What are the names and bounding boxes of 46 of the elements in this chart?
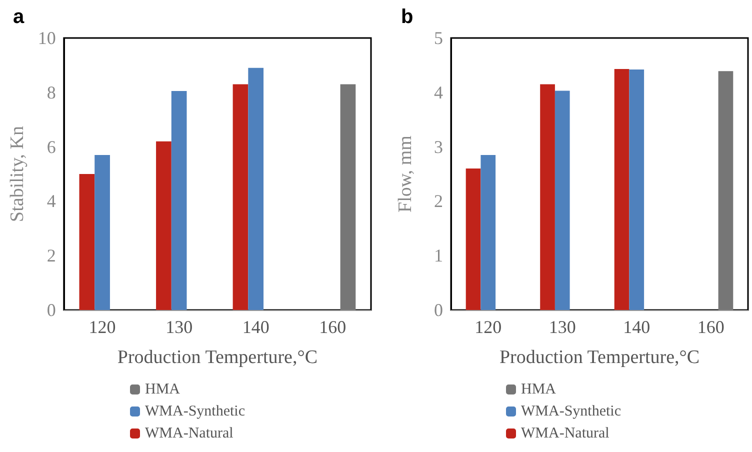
legend-label: WMA-Synthetic: [521, 404, 622, 420]
x-axis-title: Production Temperture,°C: [499, 347, 700, 368]
bar: [629, 70, 644, 310]
y-tick-label: 0: [434, 300, 443, 320]
bar: [466, 168, 481, 310]
bar: [248, 68, 264, 310]
y-axis-title: Flow, mm: [395, 135, 416, 212]
x-tick-label: 130: [548, 317, 576, 337]
x-tick-label: 120: [88, 317, 116, 337]
x-tick-label: 120: [474, 317, 502, 337]
y-tick-label: 5: [434, 28, 443, 48]
bar: [718, 71, 734, 310]
legend-label: HMA: [521, 382, 556, 398]
y-tick-label: 4: [434, 82, 443, 102]
legend-label: WMA-Natural: [145, 426, 234, 442]
bar: [480, 154, 496, 310]
x-tick-label: 140: [623, 317, 650, 337]
y-tick-label: 2: [46, 246, 56, 266]
chart-title: a: [13, 6, 25, 28]
bar: [79, 174, 95, 310]
y-tick-label: 1: [434, 246, 443, 266]
y-tick-label: 0: [46, 300, 56, 320]
x-tick-label: 160: [319, 317, 346, 337]
bar: [554, 90, 570, 310]
x-tick-label: 130: [166, 317, 193, 337]
x-axis-title: Production Temperture,°C: [117, 347, 318, 368]
legend-label: HMA: [145, 382, 180, 398]
bar: [540, 84, 555, 310]
bar: [94, 154, 110, 310]
bar: [156, 141, 172, 310]
y-tick-label: 4: [46, 191, 56, 212]
y-tick-label: 6: [46, 136, 56, 157]
x-tick-label: 160: [697, 317, 724, 337]
y-axis-title: Stability, Kn: [7, 126, 28, 222]
chart-title: b: [401, 6, 414, 28]
y-tick-label: 8: [46, 82, 56, 102]
legend-label: WMA-Synthetic: [145, 404, 246, 420]
y-tick-label: 2: [434, 191, 443, 212]
legend-label: WMA-Natural: [521, 426, 610, 442]
bar: [340, 84, 356, 310]
bar: [614, 69, 630, 310]
bar: [232, 84, 248, 310]
y-tick-label: 3: [434, 136, 443, 157]
bar: [171, 91, 187, 310]
x-tick-label: 140: [242, 317, 270, 337]
y-tick-label: 10: [38, 28, 56, 48]
